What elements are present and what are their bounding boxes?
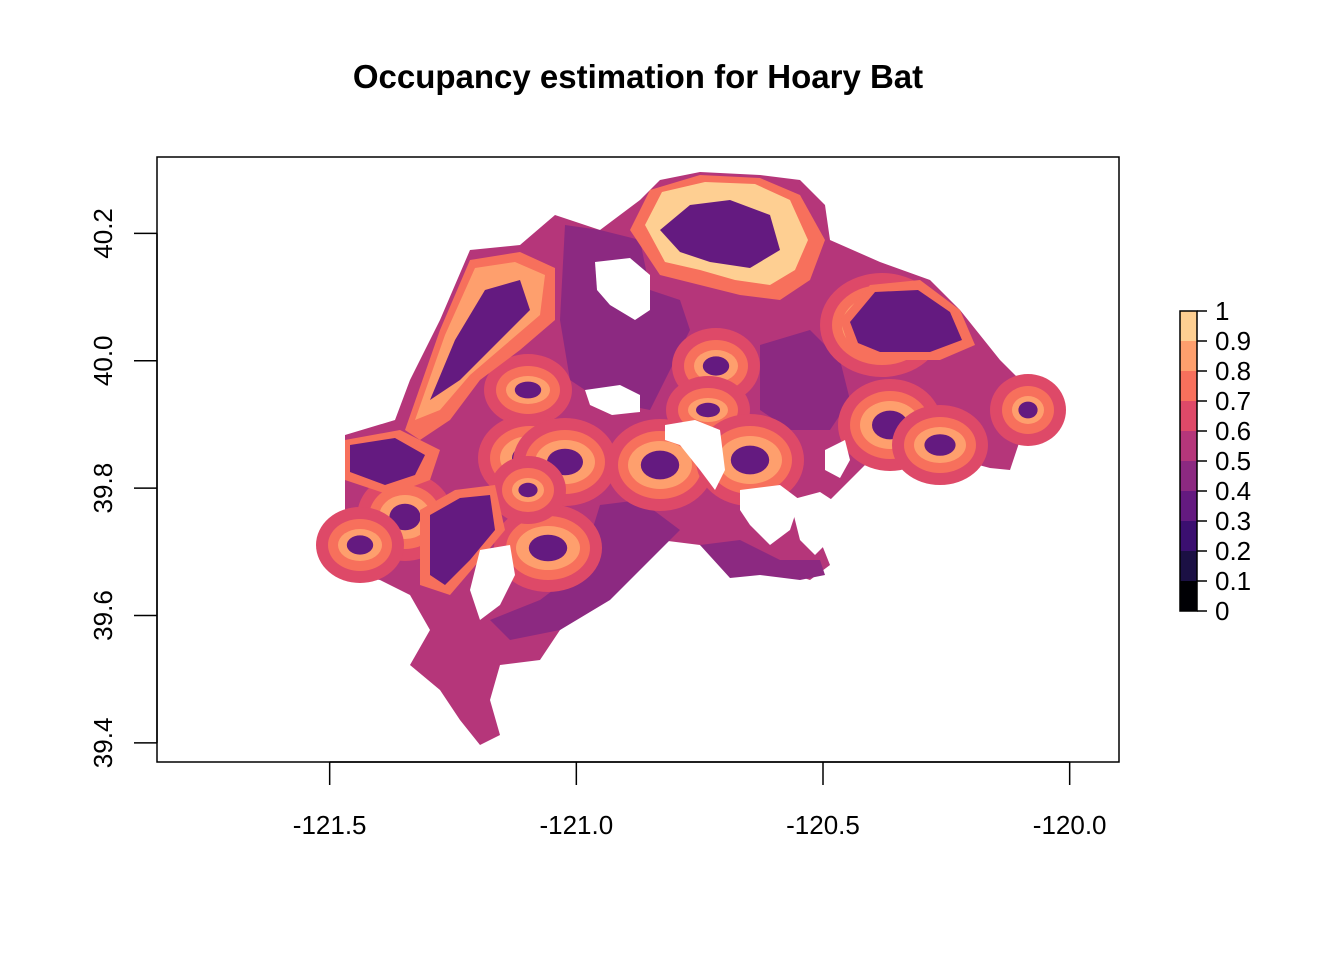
legend-label: 0.4 (1215, 476, 1251, 506)
band-north-core (660, 200, 780, 268)
x-axis: -121.5 -121.0 -120.5 -120.0 (293, 761, 1107, 840)
ring-core (528, 534, 568, 562)
ring-core (924, 434, 956, 456)
legend-label: 0.5 (1215, 446, 1251, 476)
ring-core (514, 381, 542, 399)
no-data-hole (740, 485, 800, 545)
y-tick-label: 39.6 (88, 590, 118, 641)
legend-label: 0.2 (1215, 536, 1251, 566)
no-data-holes (470, 258, 850, 620)
legend-label: 0.1 (1215, 566, 1251, 596)
legend-swatch (1180, 401, 1197, 431)
legend-swatch (1180, 551, 1197, 581)
legend-label: 0.3 (1215, 506, 1251, 536)
no-data-hole (595, 258, 650, 320)
y-tick-label: 39.8 (88, 463, 118, 514)
no-data-hole (665, 420, 725, 490)
ring-core (1018, 401, 1038, 419)
no-data-hole (825, 440, 850, 478)
legend-swatch (1180, 311, 1197, 341)
no-data-hole (790, 492, 840, 555)
y-tick-label: 40.0 (88, 335, 118, 386)
ring-core (640, 450, 680, 480)
band-east-core (850, 290, 962, 352)
map-title: Occupancy estimation for Hoary Bat (352, 58, 924, 95)
no-data-hole (585, 385, 640, 415)
legend-label: 1 (1215, 296, 1229, 326)
ring-core (518, 482, 538, 498)
y-tick-label: 40.2 (88, 208, 118, 259)
legend-swatch (1180, 341, 1197, 371)
x-tick-label: -120.5 (786, 810, 860, 840)
legend-swatch (1180, 431, 1197, 461)
x-tick-label: -121.5 (293, 810, 367, 840)
legend-label: 0 (1215, 596, 1229, 626)
region-low-southeast (700, 540, 825, 580)
legend-swatch (1180, 371, 1197, 401)
y-tick-label: 39.4 (88, 718, 118, 769)
legend-label: 0.9 (1215, 326, 1251, 356)
legend-label: 0.6 (1215, 416, 1251, 446)
x-tick-label: -121.0 (539, 810, 613, 840)
ring-core (730, 445, 770, 475)
legend-label: 0.7 (1215, 386, 1251, 416)
legend-swatch (1180, 491, 1197, 521)
no-data-hole (470, 545, 515, 620)
region-low-east (760, 330, 850, 430)
legend-swatch (1180, 581, 1197, 611)
high-patches (316, 175, 1066, 595)
legend-swatch (1180, 521, 1197, 551)
ring-core (346, 535, 374, 555)
legend-swatch (1180, 461, 1197, 491)
band-southwest-core (350, 438, 425, 485)
ring-core (389, 503, 421, 531)
x-tick-label: -120.0 (1033, 810, 1107, 840)
legend-label: 0.8 (1215, 356, 1251, 386)
band-ridge-core (430, 495, 495, 585)
occupancy-raster (316, 172, 1066, 745)
ring-core (702, 356, 730, 376)
color-legend: 00.10.20.30.40.50.60.70.80.91 (1179, 296, 1251, 626)
region-low-north (560, 225, 690, 410)
ring-core (696, 402, 720, 418)
band-west-core (430, 280, 530, 400)
y-axis: 39.4 39.6 39.8 40.0 40.2 (88, 208, 158, 769)
